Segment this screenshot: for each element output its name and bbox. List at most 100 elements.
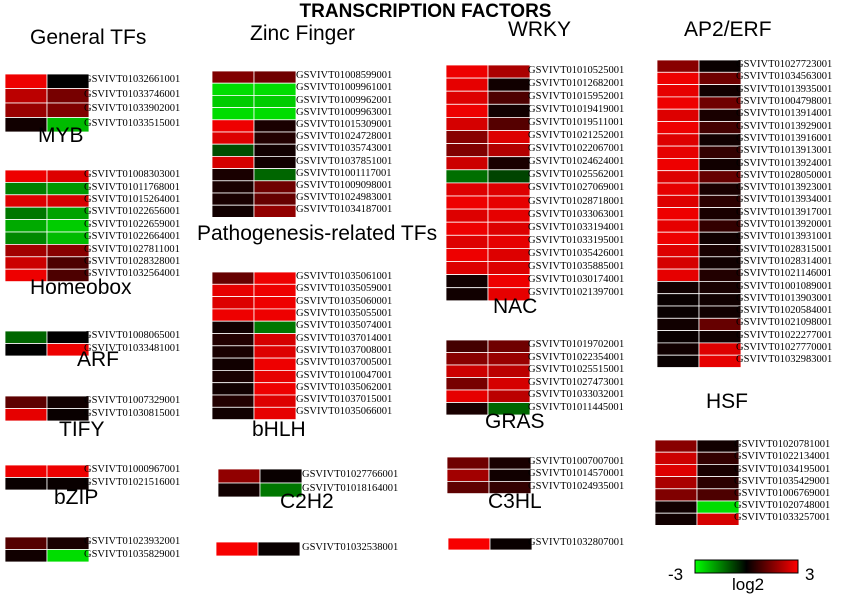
gene-label: GSVIVT01024935001: [528, 480, 625, 492]
gene-label: GSVIVT01034563001: [736, 71, 833, 83]
heatmap-cell: [253, 95, 297, 109]
heatmap-cell: [445, 182, 489, 197]
heatmap-cell: [257, 541, 301, 557]
gene-label: GSVIVT01035059001: [296, 283, 393, 295]
heatmap-cell: [487, 195, 531, 210]
heatmap-cell: [4, 102, 48, 118]
gene-label: GSVIVT01009963001: [296, 106, 393, 118]
heatmap-title-pathogenesis-related-tfs: Pathogenesis-related TFs: [197, 222, 438, 245]
gene-label: GSVIVT01032661001: [84, 74, 181, 86]
heatmap-cell: [46, 477, 90, 491]
heatmap-gras: [446, 456, 532, 494]
heatmap-hsf: [654, 439, 740, 526]
heatmap-cell: [4, 395, 48, 409]
heatmap-cell: [4, 206, 48, 220]
gene-label: GSVIVT01035743001: [296, 143, 393, 155]
heatmap-cell: [211, 320, 255, 334]
heatmap-cell: [656, 182, 700, 196]
heatmap-cell: [445, 377, 489, 391]
gene-label: GSVIVT01019419001: [528, 103, 625, 115]
heatmap-cell: [445, 169, 489, 184]
heatmap-title-hsf: HSF: [706, 390, 748, 413]
gene-label: GSVIVT01035829001: [84, 548, 181, 560]
heatmap-cell: [698, 256, 742, 270]
heatmap-cell: [253, 204, 297, 218]
gene-label: GSVIVT01033257001: [734, 512, 831, 524]
gene-label: GSVIVT01013903001: [736, 292, 833, 304]
heatmap-cell: [46, 536, 90, 550]
heatmap-cell: [253, 382, 297, 396]
gene-label: GSVIVT01028328001: [84, 256, 181, 267]
gene-label: GSVIVT01037008001: [296, 344, 393, 356]
heatmap-cell: [656, 84, 700, 98]
heatmap-cell: [445, 234, 489, 249]
heatmap-cell: [46, 117, 90, 133]
heatmap-cell: [211, 357, 255, 371]
heatmap-cell: [445, 143, 489, 158]
heatmap-cell: [698, 293, 742, 307]
heatmap-cell: [698, 157, 742, 172]
heatmap-cell: [211, 70, 255, 84]
heatmap-cell: [211, 296, 255, 310]
heatmap-cell: [654, 500, 698, 514]
heatmap-cell: [698, 268, 742, 282]
heatmap-cell: [46, 268, 90, 283]
heatmap-cell: [656, 293, 700, 307]
gene-label: GSVIVT01037014001: [296, 332, 393, 344]
gene-label: GSVIVT01013924001: [736, 157, 833, 169]
heatmap-cell: [656, 96, 700, 110]
heatmap-cell: [489, 537, 533, 551]
heatmap-cell: [253, 192, 297, 206]
gene-label: GSVIVT01022656001: [84, 206, 181, 218]
heatmap-cell: [446, 468, 490, 482]
heatmap-cell: [487, 130, 531, 145]
heatmap-cell: [211, 95, 255, 109]
heatmap-cell: [654, 451, 698, 465]
gene-label: GSVIVT01033515001: [84, 117, 181, 129]
heatmap-cell: [4, 243, 48, 258]
heatmap-pathogenesis-related-tfs: [211, 271, 297, 420]
heatmap-title-myb: MYB: [38, 124, 84, 147]
heatmap-zinc-finger: [211, 70, 297, 218]
heatmap-cell: [4, 343, 48, 357]
heatmap-cell: [696, 500, 740, 514]
gene-label: GSVIVT01035885001: [528, 261, 625, 273]
heatmap-cell: [696, 451, 740, 465]
heatmap-nac: [445, 339, 531, 416]
heatmap-c2h2: [215, 541, 301, 557]
heatmap-cell: [656, 244, 700, 258]
heatmap-cell: [698, 317, 742, 331]
gene-label: GSVIVT01000967001: [84, 464, 181, 476]
heatmap-title-tify: TIFY: [59, 418, 105, 441]
heatmap-cell: [698, 133, 742, 147]
gene-label: GSVIVT01008599001: [296, 70, 393, 82]
gene-label: GSVIVT01025562001: [528, 169, 625, 181]
gene-label: GSVIVT01034187001: [296, 204, 393, 216]
heatmap-cell: [253, 406, 297, 420]
gene-label: GSVIVT01030815001: [84, 407, 181, 419]
heatmap-cell: [698, 194, 742, 209]
gene-label: GSVIVT01025515001: [528, 364, 625, 376]
heatmap-cell: [487, 377, 531, 391]
heatmap-cell: [445, 90, 489, 105]
gene-label: GSVIVT01035060001: [296, 295, 393, 307]
gene-label: GSVIVT01023932001: [84, 536, 181, 548]
heatmap-cell: [211, 143, 255, 157]
heatmap-cell: [487, 182, 531, 197]
gene-label: GSVIVT01037851001: [296, 155, 393, 167]
heatmap-cell: [656, 207, 700, 221]
heatmap-cell: [487, 261, 531, 276]
gene-label: GSVIVT01004798001: [736, 96, 833, 108]
heatmap-cell: [656, 280, 700, 295]
heatmap-cell: [4, 549, 48, 563]
gene-label: GSVIVT01022067001: [528, 143, 625, 155]
gene-label: GSVIVT01021146001: [736, 268, 832, 280]
heatmap-cell: [253, 107, 297, 121]
gene-label: GSVIVT01027811001: [84, 243, 180, 255]
heatmap-cell: [446, 456, 490, 470]
gene-label: GSVIVT01013914001: [736, 108, 833, 120]
heatmap-cell: [211, 82, 255, 96]
heatmap-cell: [445, 352, 489, 366]
heatmap-cell: [698, 71, 742, 86]
gene-label: GSVIVT01020748001: [734, 500, 831, 512]
